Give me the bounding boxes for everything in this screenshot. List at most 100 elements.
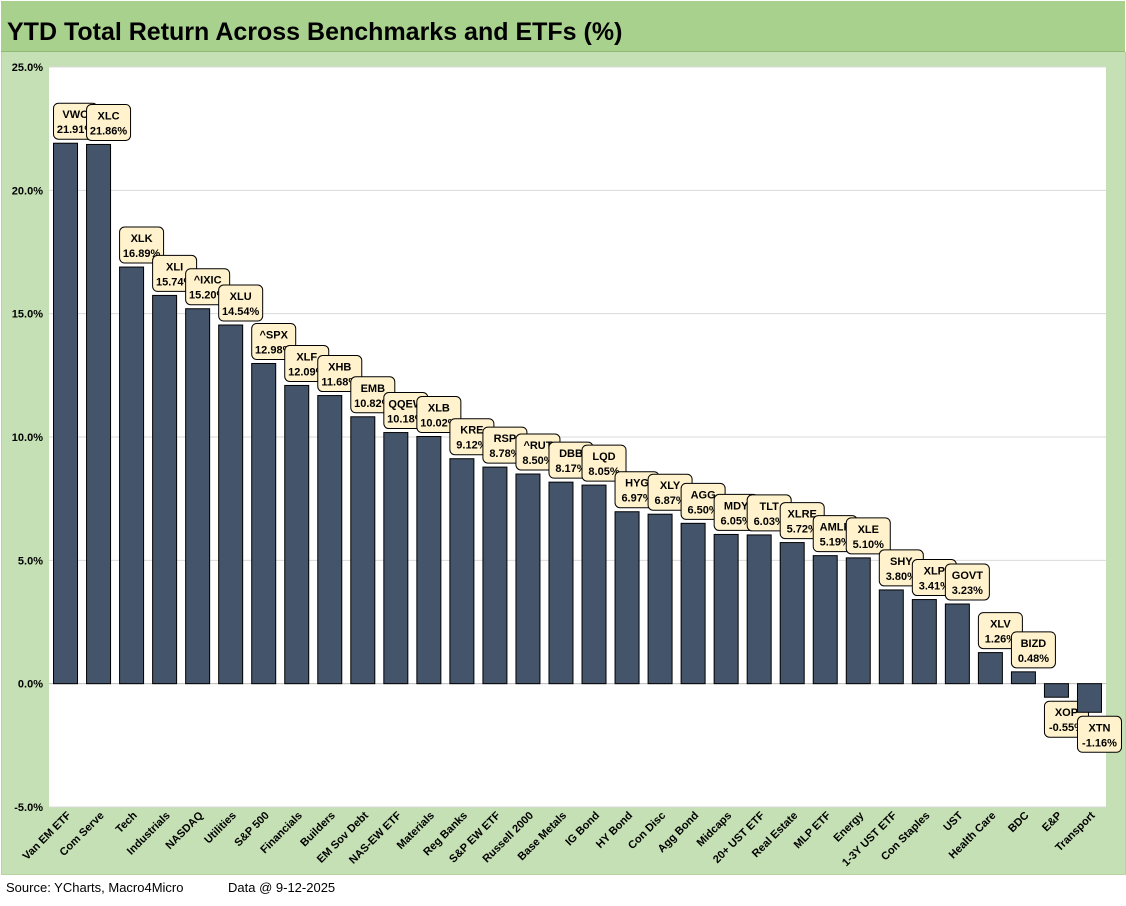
data-label-ticker: SHY <box>890 556 913 568</box>
bar <box>944 603 970 685</box>
y-tick-label: 10.0% <box>12 432 43 444</box>
bar <box>482 466 508 685</box>
data-label-ticker: XLK <box>131 233 153 245</box>
bar <box>416 436 442 685</box>
data-label-ticker: XTN <box>1088 722 1110 734</box>
data-label-value: 8.78% <box>489 448 520 460</box>
data-label-ticker: AGG <box>691 489 716 501</box>
data-label-value: 15.20% <box>189 290 227 302</box>
data-label-value: 15.74% <box>156 276 194 288</box>
data-label-ticker: XHB <box>328 362 351 374</box>
data-label-value: 6.87% <box>654 495 685 507</box>
data-label-value: 1.26% <box>985 634 1016 646</box>
bar <box>977 652 1003 685</box>
data-label-ticker: MDY <box>724 500 749 512</box>
data-label-ticker: XLP <box>924 566 945 578</box>
bar <box>680 522 706 685</box>
bar <box>515 473 541 685</box>
bar <box>1043 683 1069 698</box>
data-label-value: 8.17% <box>555 463 586 475</box>
data-label-ticker: LQD <box>592 451 615 463</box>
data-label-value: -0.55% <box>1049 722 1084 734</box>
data-label-ticker: KRE <box>460 425 483 437</box>
bar <box>713 533 739 685</box>
title-bar: YTD Total Return Across Benchmarks and E… <box>1 1 1125 52</box>
data-label-ticker: ^SPX <box>259 329 288 341</box>
y-tick-label: 15.0% <box>12 309 43 321</box>
data-date-note: Data @ 9-12-2025 <box>228 880 336 895</box>
data-label-box <box>1010 631 1056 669</box>
bar <box>218 324 244 685</box>
data-label-value: 14.54% <box>222 306 260 318</box>
y-tick-label: 5.0% <box>18 555 43 567</box>
bar <box>251 362 277 685</box>
bar <box>746 534 772 685</box>
bar <box>119 266 145 685</box>
data-label-ticker: EMB <box>361 383 386 395</box>
data-label-ticker: XLE <box>858 524 879 536</box>
data-label-value: 6.05% <box>721 515 752 527</box>
data-label-value: 12.98% <box>255 344 293 356</box>
bar <box>449 458 475 685</box>
bar <box>647 513 673 685</box>
bar <box>185 308 211 685</box>
data-label-value: 6.03% <box>754 516 785 528</box>
bar <box>878 589 904 685</box>
data-label-ticker: XLI <box>166 261 183 273</box>
data-label-value: 10.18% <box>387 414 425 426</box>
data-label-box <box>86 103 132 141</box>
y-tick-label: 0.0% <box>18 679 43 691</box>
bar <box>350 416 376 685</box>
data-label-ticker: TLT <box>760 501 780 513</box>
data-label-box <box>944 563 990 601</box>
data-label-ticker: XLY <box>660 480 681 492</box>
category-label: MLP ETF <box>792 809 834 851</box>
bar <box>812 555 838 685</box>
data-label-box <box>218 284 264 322</box>
data-label-ticker: ^RUT <box>523 440 552 452</box>
y-tick-label: 25.0% <box>12 62 43 74</box>
bar <box>581 484 607 685</box>
data-label-value: 3.41% <box>919 581 950 593</box>
data-label-value: 5.19% <box>820 537 851 549</box>
data-label-ticker: QQEW <box>388 399 423 411</box>
category-label: E&P <box>1040 810 1064 834</box>
bar <box>779 542 805 685</box>
bar <box>614 511 640 685</box>
bar <box>1076 683 1102 713</box>
bar <box>317 395 343 685</box>
bar <box>383 432 409 685</box>
bar-chart: -5.0%0.0%5.0%10.0%15.0%20.0%25.0%Van EM … <box>12 62 1122 869</box>
source-note: Source: YCharts, Macro4Micro <box>6 880 184 895</box>
data-label-ticker: RSP <box>494 433 517 445</box>
bar <box>284 384 310 685</box>
data-label-value: 10.82% <box>354 398 392 410</box>
data-label-ticker: BIZD <box>1021 638 1047 650</box>
data-label-box <box>845 517 891 555</box>
data-label-ticker: AMLP <box>820 522 851 534</box>
data-label-value: 21.91% <box>57 124 95 136</box>
data-label-value: 0.48% <box>1018 653 1049 665</box>
data-label-value: 6.50% <box>688 504 719 516</box>
category-label: Tech <box>114 809 140 835</box>
data-label-value: 11.68% <box>321 377 358 389</box>
data-label-box <box>1076 715 1122 753</box>
data-label-ticker: XLRE <box>788 509 817 521</box>
data-label-value: 8.50% <box>522 455 553 467</box>
data-label-ticker: XLC <box>98 110 120 122</box>
bar <box>845 557 871 685</box>
data-label-value: 10.02% <box>420 418 458 430</box>
chart-title: YTD Total Return Across Benchmarks and E… <box>7 18 623 46</box>
category-label: BDC <box>1006 810 1031 835</box>
y-tick-label: -5.0% <box>14 802 43 814</box>
data-label-value: 6.97% <box>621 493 652 505</box>
y-tick-label: 20.0% <box>12 185 43 197</box>
data-label-value: 9.12% <box>456 440 487 452</box>
data-label-ticker: DBB <box>559 448 583 460</box>
data-label-box <box>119 226 165 264</box>
data-label-box <box>581 444 627 482</box>
data-label-ticker: XLU <box>230 291 252 303</box>
data-label-value: 12.09% <box>288 366 326 378</box>
data-label-ticker: XLB <box>428 403 450 415</box>
data-label-ticker: XLV <box>990 619 1011 631</box>
